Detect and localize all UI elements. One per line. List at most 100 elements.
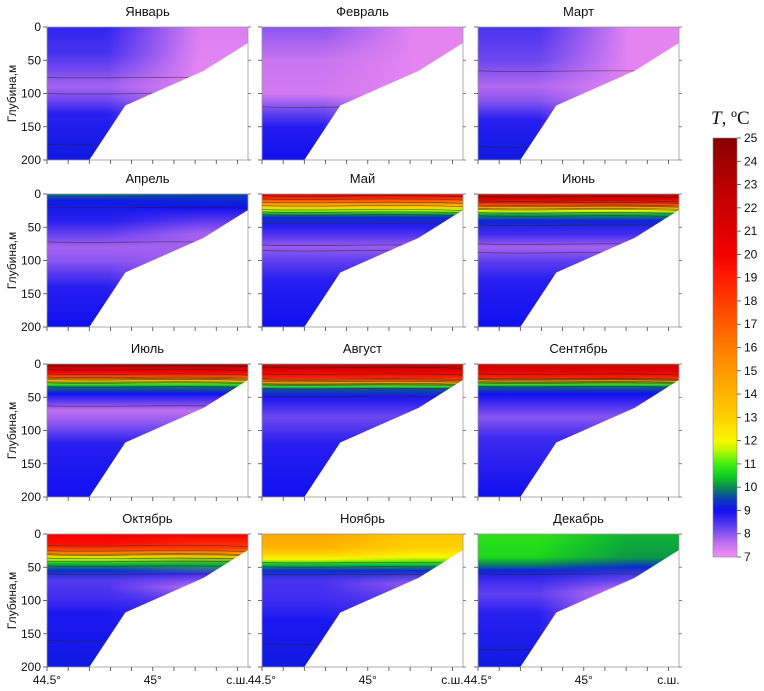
x-tick-label: 45° <box>359 673 377 687</box>
isotherm-12 <box>262 384 463 387</box>
isotherm-11 <box>262 211 463 214</box>
seabed-mask <box>89 549 248 667</box>
x-tick-label: с.ш. <box>657 673 679 687</box>
panel-title: Октябрь <box>122 511 173 526</box>
isotherm-16 <box>262 201 463 204</box>
y-axis-label: Глубина,м <box>5 402 19 459</box>
isotherm-20 <box>478 200 679 203</box>
isotherm-17 <box>262 379 463 382</box>
isotherm-18 <box>262 378 463 380</box>
isotherm-9 <box>478 224 679 227</box>
seabed-mask <box>520 549 679 667</box>
temperature-field <box>262 27 463 160</box>
panel-title: Август <box>343 341 382 356</box>
isotherm-14 <box>262 382 463 385</box>
colorbar-tick-label: 8 <box>744 527 751 541</box>
isotherm-20 <box>262 373 463 376</box>
panel-title: Апрель <box>125 171 169 186</box>
isotherm-10 <box>478 386 679 388</box>
y-axis-label: Глубина,м <box>5 572 19 629</box>
isotherm-9 <box>47 206 248 209</box>
temperature-field <box>478 27 679 160</box>
isotherm-9 <box>262 395 463 398</box>
panel-6: Июнь <box>474 171 682 331</box>
temperature-field <box>47 194 248 327</box>
y-tick-label: 200 <box>21 490 41 504</box>
panel-title: Июнь <box>562 171 595 186</box>
temperature-field <box>47 27 248 160</box>
panel-title: Ноябрь <box>340 511 385 526</box>
isotherm-22 <box>478 196 679 199</box>
panel-8: Август <box>258 341 466 501</box>
isotherm-16 <box>47 377 248 380</box>
panel-7: Июль 0 50 100 150 200 Глубина,м <box>5 341 251 504</box>
isotherm-14 <box>478 380 679 383</box>
isotherm-11 <box>478 212 679 214</box>
isotherm-12 <box>262 209 463 211</box>
isotherm-10 <box>262 566 463 569</box>
isotherm-20 <box>262 195 463 198</box>
panel-5: Май <box>258 171 466 331</box>
isotherm-16 <box>262 380 463 383</box>
seabed-mask <box>89 42 248 160</box>
temperature-field <box>47 364 248 497</box>
temperature-field <box>478 194 679 327</box>
colorbar-tick-label: 15 <box>744 364 758 378</box>
isotherm-10 <box>262 214 463 217</box>
isotherm-13 <box>262 383 463 386</box>
y-tick-label: 0 <box>34 20 41 34</box>
seabed-mask <box>89 209 248 327</box>
isotherm-19 <box>478 201 679 204</box>
colorbar-tick-label: 17 <box>744 317 758 331</box>
colorbar-tick-label: 10 <box>744 480 758 494</box>
panel-title: Март <box>563 4 594 19</box>
y-tick-label: 50 <box>28 53 42 67</box>
panel-title: Июль <box>131 341 164 356</box>
isotherm-10 <box>478 215 679 218</box>
isotherm-17 <box>478 378 679 381</box>
isotherm-11 <box>262 561 463 564</box>
y-tick-label: 100 <box>21 254 41 268</box>
isotherm-18 <box>262 198 463 201</box>
x-tick-label: 44.5° <box>248 673 276 687</box>
x-tick-label: с.ш. <box>226 673 248 687</box>
x-tick-label: 44.5° <box>464 673 492 687</box>
isotherm-19 <box>47 373 248 376</box>
seabed-mask <box>520 42 679 160</box>
isotherm-10 <box>47 386 248 389</box>
y-tick-label: 200 <box>21 660 41 674</box>
isotherm-12 <box>478 382 679 385</box>
temperature-field <box>262 364 463 497</box>
colorbar-tick-label: 16 <box>744 341 758 355</box>
isotherm-17 <box>47 376 248 379</box>
panels: Январь 0 50 100 150 200 Глубина,м Февраль Март Ап… <box>5 4 682 687</box>
isotherm-16 <box>478 379 679 382</box>
isotherm-14 <box>47 554 248 557</box>
colorbar-tick-label: 7 <box>744 550 751 564</box>
colorbar-tick-label: 19 <box>744 271 758 285</box>
colorbar-tick-label: 9 <box>744 503 751 517</box>
isotherm-19 <box>47 545 248 547</box>
isotherm-13 <box>47 381 248 384</box>
isotherm-14 <box>262 205 463 207</box>
seabed-mask <box>304 549 463 667</box>
isotherm-15 <box>47 378 248 381</box>
y-tick-label: 150 <box>21 627 41 641</box>
isotherm-22 <box>262 366 463 369</box>
panel-title: Февраль <box>336 4 389 19</box>
isotherm-10 <box>47 565 248 568</box>
y-tick-label: 0 <box>34 357 41 371</box>
temperature-field <box>262 534 463 667</box>
isotherm-12 <box>47 382 248 385</box>
panel-3: Март <box>474 4 682 164</box>
colorbar-title-var: T <box>711 108 723 129</box>
y-tick-label: 150 <box>21 287 41 301</box>
y-tick-label: 0 <box>34 187 41 201</box>
isotherm-10 <box>262 387 463 390</box>
panel-1: Январь 0 50 100 150 200 Глубина,м <box>5 4 251 167</box>
x-tick-label: 45° <box>575 673 593 687</box>
isotherm-23 <box>47 365 248 368</box>
panel-9: Сентябрь <box>474 341 682 501</box>
temperature-field <box>262 194 463 327</box>
colorbar-tick-label: 21 <box>744 224 758 238</box>
